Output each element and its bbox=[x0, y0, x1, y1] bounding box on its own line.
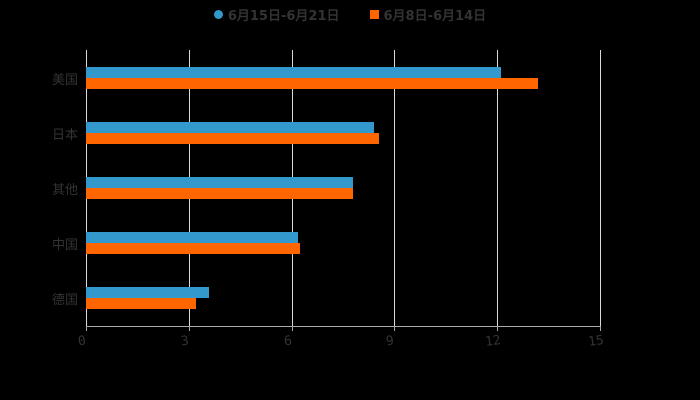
x-tick bbox=[600, 326, 601, 331]
bar[interactable] bbox=[86, 232, 298, 243]
x-tick bbox=[292, 326, 293, 331]
x-tick bbox=[394, 326, 395, 331]
legend-item-week-2[interactable]: 6月15日-6月21日 bbox=[214, 5, 340, 23]
x-tick-label: 6 bbox=[283, 334, 293, 350]
legend-marker-circle-icon bbox=[214, 10, 223, 19]
legend-marker-square-icon bbox=[370, 10, 379, 19]
gridline bbox=[394, 50, 395, 326]
bar[interactable] bbox=[86, 78, 538, 89]
bar[interactable] bbox=[86, 133, 379, 144]
legend-label: 6月15日-6月21日 bbox=[228, 5, 340, 24]
x-tick-label: 3 bbox=[180, 334, 190, 350]
x-tick bbox=[86, 326, 87, 331]
gridline bbox=[600, 50, 601, 326]
x-axis-line bbox=[86, 326, 600, 327]
x-tick-label: 0 bbox=[77, 334, 87, 350]
gridline bbox=[497, 50, 498, 326]
y-category-label: 美国 bbox=[52, 69, 78, 88]
bar[interactable] bbox=[86, 287, 209, 298]
bar[interactable] bbox=[86, 177, 353, 188]
bar[interactable] bbox=[86, 122, 374, 133]
bar[interactable] bbox=[86, 188, 353, 199]
y-category-label: 其他 bbox=[52, 179, 78, 198]
x-tick-label: 9 bbox=[385, 334, 395, 350]
x-tick-label: 15 bbox=[587, 333, 605, 350]
x-tick-label: 12 bbox=[484, 333, 502, 350]
legend-label: 6月8日-6月14日 bbox=[384, 5, 487, 24]
bar[interactable] bbox=[86, 298, 196, 309]
bar[interactable] bbox=[86, 243, 300, 254]
x-tick bbox=[497, 326, 498, 331]
y-category-label: 中国 bbox=[52, 234, 78, 253]
bar[interactable] bbox=[86, 67, 501, 78]
legend-item-week-1[interactable]: 6月8日-6月14日 bbox=[370, 5, 487, 23]
x-tick bbox=[189, 326, 190, 331]
y-category-label: 日本 bbox=[52, 124, 78, 143]
y-category-label: 德国 bbox=[52, 289, 78, 308]
chart-legend: 6月15日-6月21日 6月8日-6月14日 bbox=[0, 5, 700, 23]
